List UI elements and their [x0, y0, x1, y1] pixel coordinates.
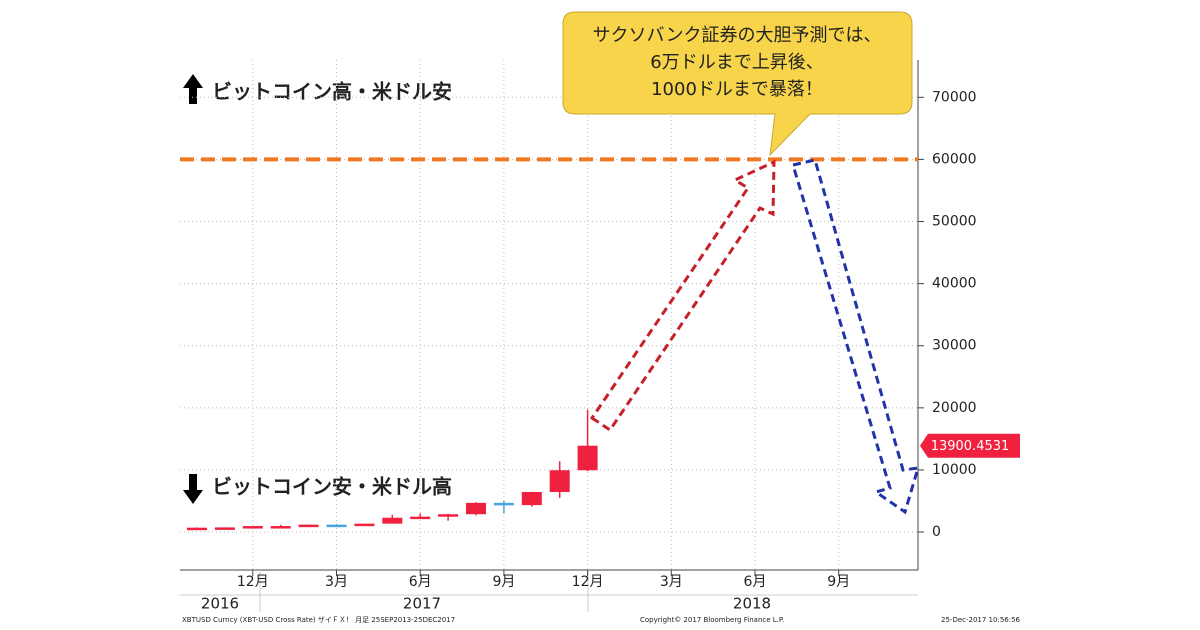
y-tick-label: 10000: [932, 462, 977, 478]
y-tick-label: 0: [932, 524, 941, 540]
candle-body: [298, 524, 319, 528]
callout-text: サクソバンク証券の大胆予測では、: [593, 25, 882, 46]
candle-body: [577, 445, 598, 471]
y-tick-label: 20000: [932, 400, 977, 416]
year-label: 2018: [733, 595, 771, 613]
footer-source: XBTUSD Curncy (XBT-USD Cross Rate) ザイＦＸ！…: [182, 616, 455, 624]
x-tick-label: 9月: [492, 574, 515, 590]
y-tick-label: 70000: [932, 89, 977, 105]
candle-body: [270, 526, 291, 529]
last-price-label: 13900.4531: [931, 439, 1010, 454]
down-arrow-icon: [183, 474, 203, 504]
candle-body: [187, 527, 207, 531]
year-label: 2017: [403, 595, 441, 613]
callout-text: 1000ドルまで暴落！: [651, 79, 823, 100]
y-tick-label: 30000: [932, 338, 977, 354]
rise-arrow: [589, 159, 776, 433]
year-label: 2016: [201, 595, 239, 613]
title-up: ビットコイン高・米ドル安: [212, 80, 452, 104]
candle-body: [242, 526, 263, 529]
callout-text: 6万ドルまで上昇後、: [650, 52, 823, 73]
candle-body: [438, 514, 459, 517]
x-tick-label: 12月: [237, 574, 269, 590]
candle-body: [466, 502, 486, 515]
candle-body: [214, 527, 235, 530]
x-tick-label: 6月: [409, 574, 432, 590]
up-arrow-icon: [183, 74, 203, 104]
x-tick-label: 3月: [325, 574, 348, 590]
x-tick-label: 3月: [660, 574, 683, 590]
footer-timestamp: 25-Dec-2017 10:56:56: [941, 616, 1021, 624]
y-tick-label: 60000: [932, 151, 977, 167]
candle-body: [354, 523, 375, 527]
candle-body: [549, 470, 570, 492]
x-tick-label: 6月: [744, 574, 767, 590]
fall-arrow: [791, 158, 921, 515]
last-price-pointer: [920, 433, 1020, 458]
x-tick-label: 12月: [572, 574, 604, 590]
y-tick-label: 50000: [932, 214, 977, 230]
candle-body: [326, 524, 347, 528]
y-tick-label: 40000: [932, 276, 977, 292]
candle-body: [521, 491, 542, 506]
title-down: ビットコイン安・米ドル高: [212, 475, 452, 499]
x-tick-label: 9月: [827, 574, 850, 590]
candle-body: [493, 502, 514, 506]
callout-box: [562, 11, 913, 157]
candle-body: [382, 517, 403, 524]
candle-body: [410, 516, 431, 520]
footer-copyright: Copyright© 2017 Bloomberg Finance L.P.: [640, 616, 784, 624]
